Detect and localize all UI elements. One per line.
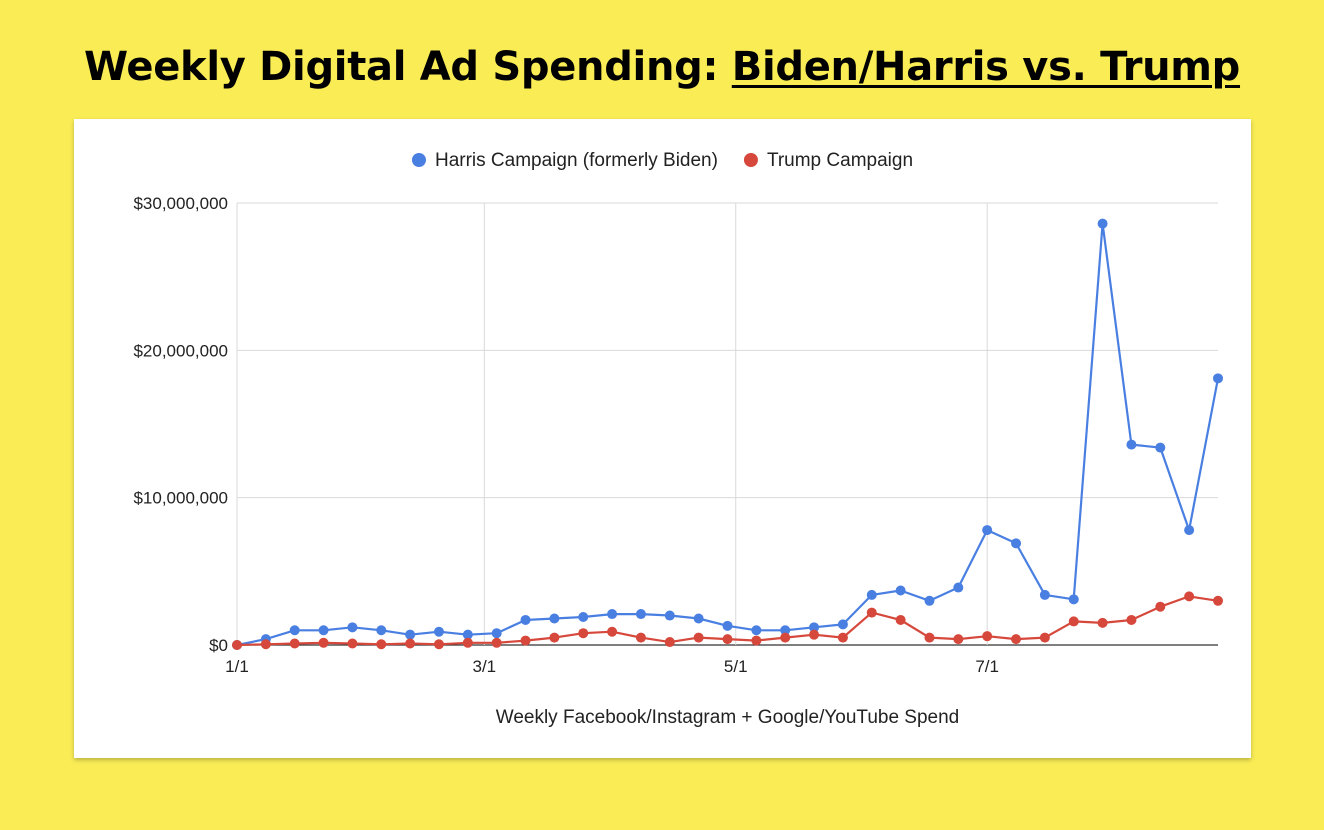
data-point [549, 632, 560, 643]
data-point [462, 629, 473, 640]
data-point [664, 637, 675, 648]
data-point [289, 638, 300, 649]
data-point [1068, 616, 1079, 627]
chart-legend: Harris Campaign (formerly Biden) Trump Ca… [411, 150, 913, 171]
data-point [318, 625, 329, 636]
data-point [491, 637, 502, 648]
series-trump [232, 591, 1223, 650]
chart-series [232, 218, 1223, 650]
data-point [837, 632, 848, 643]
legend-label: Trump Campaign [767, 150, 913, 171]
data-point [895, 585, 906, 596]
data-point [607, 626, 618, 637]
data-point [1039, 589, 1050, 600]
y-axis-ticks: $0 $10,000,000 $20,000,000 $30,000,000 [133, 194, 228, 655]
data-point [635, 632, 646, 643]
y-tick-label: $30,000,000 [133, 194, 228, 213]
data-point [1184, 525, 1195, 536]
data-point [866, 607, 877, 618]
x-axis-ticks: 1/1 3/1 5/1 7/1 [225, 657, 999, 676]
legend-marker [743, 153, 758, 167]
series-harris [232, 218, 1223, 650]
data-point [1011, 538, 1022, 549]
chart-grid [236, 202, 1218, 646]
data-point [751, 625, 762, 636]
data-point [722, 634, 733, 645]
data-point [462, 637, 473, 648]
data-point [1011, 634, 1022, 645]
data-point [1126, 439, 1137, 450]
data-point [1097, 617, 1108, 628]
data-point [722, 620, 733, 631]
x-tick-label: 3/1 [472, 657, 496, 676]
data-point [1155, 442, 1166, 453]
data-point [433, 626, 444, 637]
data-point [1213, 373, 1223, 384]
data-point [1184, 591, 1195, 602]
data-point [693, 632, 704, 643]
chart-card: Harris Campaign (formerly Biden) Trump Ca… [74, 119, 1251, 758]
data-point [520, 635, 531, 646]
data-point [405, 638, 416, 649]
data-point [607, 609, 618, 620]
data-point [924, 595, 935, 606]
page-title-prefix: Weekly Digital Ad Spending: [83, 44, 732, 90]
page-title: Weekly Digital Ad Spending: Biden/Harris… [0, 44, 1324, 90]
data-point [347, 622, 358, 633]
x-axis-title: Weekly Facebook/Instagram + Google/YouTu… [496, 707, 960, 728]
legend-label: Harris Campaign (formerly Biden) [435, 150, 718, 171]
series-line [236, 222, 1220, 647]
data-point [982, 631, 993, 642]
data-point [376, 625, 387, 636]
x-tick-label: 5/1 [724, 657, 748, 676]
data-point [693, 613, 704, 624]
x-tick-label: 1/1 [225, 657, 249, 676]
data-point [953, 634, 964, 645]
data-point [837, 619, 848, 630]
data-point [809, 629, 820, 640]
data-point [664, 610, 675, 621]
data-point [260, 639, 271, 650]
y-tick-label: $20,000,000 [133, 341, 228, 360]
data-point [635, 609, 646, 620]
data-point [895, 614, 906, 625]
data-point [1039, 632, 1050, 643]
data-point [578, 628, 589, 639]
legend-marker [411, 153, 426, 167]
data-point [405, 629, 416, 640]
data-point [1097, 218, 1108, 229]
data-point [1126, 614, 1137, 625]
x-tick-label: 7/1 [975, 657, 999, 676]
data-point [520, 614, 531, 625]
data-point [780, 625, 791, 636]
y-tick-label: $0 [209, 636, 228, 655]
data-point [866, 589, 877, 600]
data-point [289, 625, 300, 636]
data-point [232, 640, 242, 650]
data-point [924, 632, 935, 643]
data-point [376, 639, 387, 650]
data-point [809, 622, 820, 633]
legend-item: Trump Campaign [743, 150, 913, 171]
page-title-emphasis: Biden/Harris vs. Trump [731, 44, 1241, 90]
data-point [491, 628, 502, 639]
legend-item: Harris Campaign (formerly Biden) [411, 150, 718, 171]
data-point [751, 635, 762, 646]
data-point [780, 632, 791, 643]
data-point [347, 638, 358, 649]
data-point [549, 613, 560, 624]
line-chart: Harris Campaign (formerly Biden) Trump Ca… [133, 150, 1223, 728]
data-point [578, 612, 589, 623]
data-point [1155, 601, 1166, 612]
data-point [982, 525, 993, 536]
data-point [1213, 595, 1223, 606]
data-point [1068, 594, 1079, 605]
data-point [433, 639, 444, 650]
data-point [953, 582, 964, 593]
data-point [318, 637, 329, 648]
y-tick-label: $10,000,000 [133, 489, 228, 508]
